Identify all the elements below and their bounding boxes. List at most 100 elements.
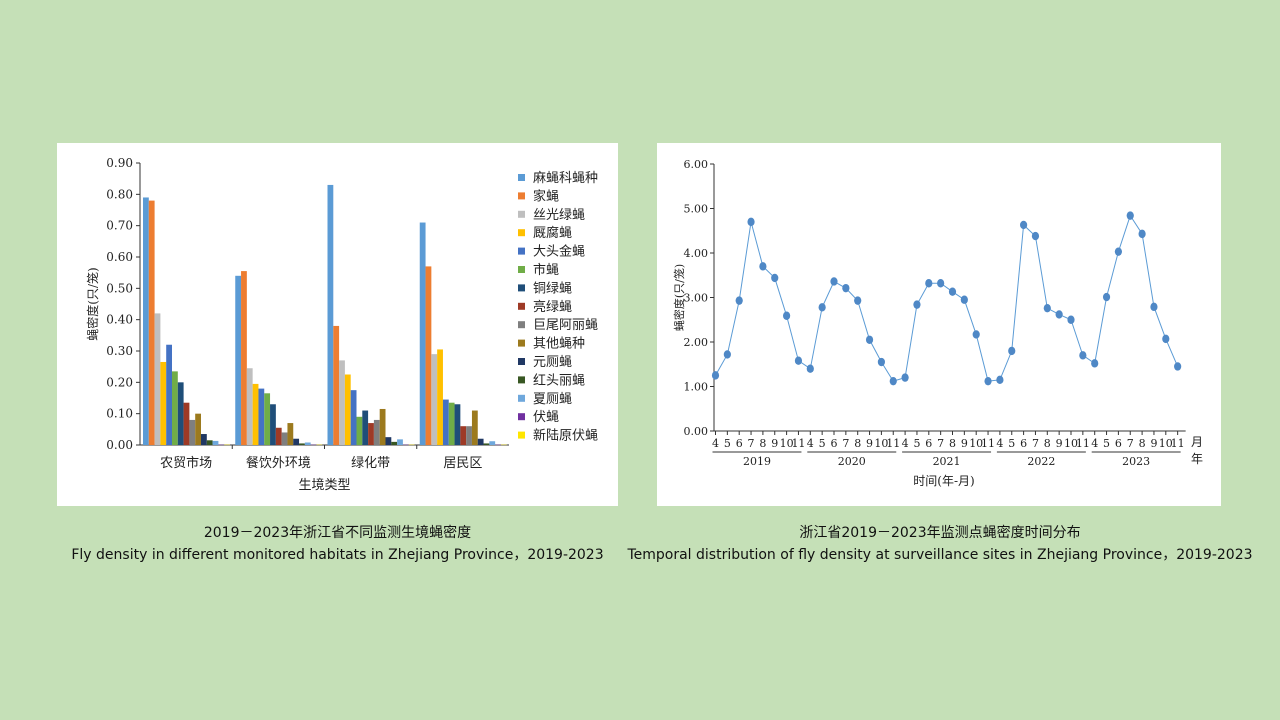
legend-swatch <box>518 174 525 181</box>
legend-swatch <box>518 192 525 200</box>
bar <box>425 266 432 445</box>
bar <box>264 393 271 445</box>
month-label: 11 <box>1171 437 1185 450</box>
legend-label: 伏蝇 <box>533 410 559 425</box>
legend-swatch <box>518 358 525 365</box>
data-point <box>984 376 992 386</box>
month-label: 10 <box>874 437 888 450</box>
right-caption-zh: 浙江省2019－2023年监测点蝇密度时间分布 <box>799 525 1081 541</box>
bar <box>206 440 213 445</box>
month-label: 4 <box>712 437 719 450</box>
legend-swatch <box>518 210 525 218</box>
data-point <box>1055 310 1063 319</box>
bar <box>195 413 201 445</box>
bar <box>246 368 253 445</box>
data-point <box>889 376 897 386</box>
bar <box>201 434 207 445</box>
data-point <box>1174 362 1182 371</box>
y-tick-label: 0.30 <box>106 344 133 358</box>
y-tick-label: 0.40 <box>106 313 133 327</box>
month-label: 5 <box>819 437 826 450</box>
legend-label: 麻蝇科蝇种 <box>533 171 598 186</box>
bar <box>350 390 357 445</box>
right-caption-en: Temporal distribution of fly density at … <box>627 547 1253 563</box>
legend-swatch <box>518 284 525 292</box>
data-point <box>842 283 850 293</box>
bar <box>299 443 305 445</box>
month-label: 4 <box>902 437 909 450</box>
bar <box>270 404 276 445</box>
bar <box>177 382 184 445</box>
month-label: 5 <box>1008 437 1015 450</box>
legend-label: 元厕蝇 <box>533 355 572 370</box>
month-label: 7 <box>1032 437 1039 450</box>
y-tick-label: 0.70 <box>106 219 133 233</box>
bar <box>362 410 369 445</box>
data-point <box>1091 359 1099 368</box>
data-point <box>794 356 803 365</box>
month-label: 8 <box>759 437 766 450</box>
month-label: 11 <box>1076 437 1090 450</box>
data-point <box>972 330 980 339</box>
data-point <box>901 373 909 382</box>
legend-label: 红头丽蝇 <box>533 372 585 388</box>
bar <box>339 360 345 445</box>
y-tick-label: 6.00 <box>684 158 709 171</box>
month-label: 6 <box>925 437 932 450</box>
month-label: 6 <box>831 437 838 450</box>
data-point <box>1079 351 1087 360</box>
month-label: 6 <box>736 437 743 450</box>
data-point <box>1067 315 1075 324</box>
bar <box>460 426 467 445</box>
month-label: 10 <box>969 437 983 450</box>
y-tick-label: 0.90 <box>106 156 133 170</box>
year-unit-label: 年 <box>1191 452 1203 466</box>
bar <box>252 383 259 445</box>
month-label: 9 <box>961 437 968 450</box>
month-label: 11 <box>886 437 900 450</box>
bar <box>373 419 380 445</box>
year-label: 2019 <box>743 455 771 468</box>
data-point <box>877 357 885 367</box>
bar <box>437 349 443 445</box>
x-category-label: 绿化带 <box>351 456 390 471</box>
bar <box>166 344 172 445</box>
legend-label: 夏厕蝇 <box>533 392 572 407</box>
legend-label: 巨尾阿丽蝇 <box>533 318 598 333</box>
data-point <box>854 296 862 305</box>
data-point <box>1138 229 1146 239</box>
bar <box>385 437 392 445</box>
legend-label: 其他蝇种 <box>533 337 585 352</box>
month-label: 5 <box>724 437 731 450</box>
month-label: 8 <box>854 437 861 450</box>
bar <box>419 222 426 445</box>
x-category-label: 农贸市场 <box>160 455 212 471</box>
year-label: 2021 <box>933 455 961 468</box>
month-label: 9 <box>1150 437 1157 450</box>
bar <box>431 354 438 445</box>
bar <box>212 440 219 445</box>
month-label: 7 <box>1127 437 1134 450</box>
y-tick-label: 0.00 <box>684 425 709 438</box>
y-axis-label: 蝇密度(只/笼) <box>672 264 686 331</box>
left-caption-en: Fly density in different monitored habit… <box>71 547 604 563</box>
x-category-label: 餐饮外环境 <box>246 455 311 471</box>
bar <box>489 441 496 445</box>
year-label: 2022 <box>1027 455 1055 468</box>
month-label: 6 <box>1020 437 1027 450</box>
legend-swatch <box>518 339 525 347</box>
y-tick-label: 0.20 <box>106 375 133 389</box>
month-label: 9 <box>866 437 873 450</box>
month-label: 10 <box>1064 437 1078 450</box>
month-label: 10 <box>1159 437 1173 450</box>
y-tick-label: 1.00 <box>684 381 709 394</box>
bar <box>327 184 334 445</box>
bar <box>368 423 374 445</box>
bar <box>483 443 490 445</box>
y-tick-label: 2.00 <box>684 336 709 349</box>
year-label: 2023 <box>1122 455 1150 468</box>
month-label: 4 <box>807 437 814 450</box>
y-tick-label: 0.60 <box>106 250 133 264</box>
bar <box>154 313 161 445</box>
